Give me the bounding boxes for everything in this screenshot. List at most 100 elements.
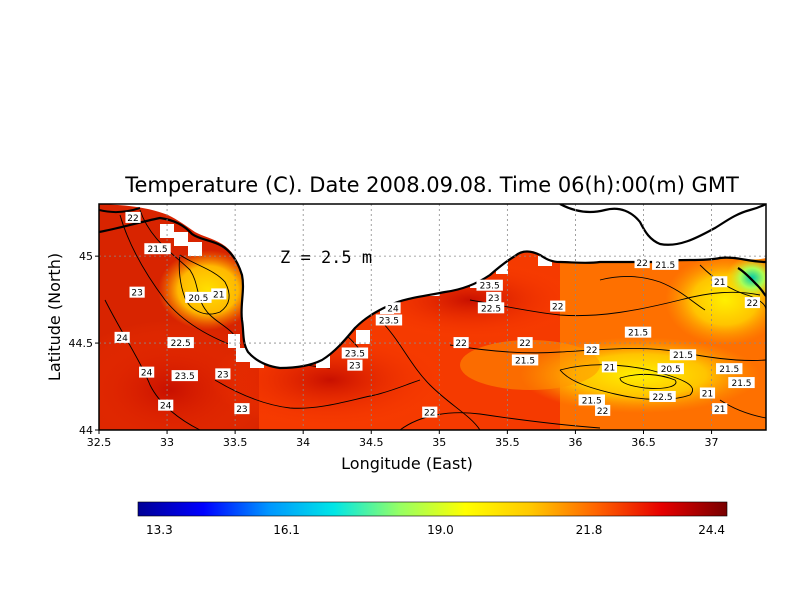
contour-label-text: 23 bbox=[349, 362, 360, 372]
contour-label-box bbox=[578, 394, 605, 406]
cool-patch-east bbox=[665, 255, 766, 345]
contour-label-text: 24 bbox=[141, 369, 153, 379]
contour-line bbox=[214, 379, 421, 409]
contour-label-box bbox=[712, 403, 728, 415]
contour-label: 22 bbox=[584, 344, 600, 356]
contour-label: 22 bbox=[744, 297, 760, 309]
contour-label: 21 bbox=[699, 387, 716, 399]
contour-label-text: 22 bbox=[636, 259, 647, 269]
contour-label-text: 22 bbox=[424, 409, 435, 419]
contour-label-text: 22.5 bbox=[653, 393, 673, 403]
land-cell bbox=[356, 330, 370, 344]
contour-label-text: 22 bbox=[597, 407, 608, 417]
contour-label-box bbox=[634, 257, 650, 269]
colorbar-tick-label: 13.3 bbox=[146, 523, 173, 537]
colorbar-tick-labels: 13.3 16.1 19.0 21.8 24.4 bbox=[146, 523, 725, 537]
x-tick-label: 37 bbox=[705, 436, 719, 449]
x-axis-ticks: 32.5 33 33.5 34 34.5 35 35.5 36 36.5 37 bbox=[87, 430, 719, 449]
y-axis-ticks: 44 44.5 45 bbox=[69, 250, 99, 437]
contour-label-text: 23 bbox=[131, 289, 142, 299]
contour-label-box bbox=[584, 344, 600, 356]
contour-label: 23 bbox=[129, 286, 145, 299]
x-tick-label: 35 bbox=[432, 436, 446, 449]
contour-label-box bbox=[624, 326, 652, 338]
colorbar-tick-label: 16.1 bbox=[273, 523, 300, 537]
contour-line bbox=[449, 344, 766, 361]
contour-line bbox=[379, 319, 481, 430]
contour-label: 23.5 bbox=[171, 370, 198, 382]
contour-label-box bbox=[649, 390, 676, 402]
grid-lines bbox=[99, 204, 766, 430]
contour-label-box bbox=[171, 370, 198, 382]
contour-label: 22 bbox=[517, 337, 533, 349]
contour-label-box bbox=[422, 406, 438, 418]
contour-label-box bbox=[129, 286, 145, 298]
contour-label-box bbox=[477, 302, 505, 314]
contour-label-box bbox=[728, 377, 755, 389]
contour-label-box bbox=[185, 291, 212, 303]
contour-line bbox=[719, 399, 766, 419]
contour-label-text: 23.5 bbox=[345, 350, 365, 360]
contour-label-box bbox=[716, 363, 743, 375]
contour-label-box bbox=[657, 363, 684, 375]
colorbar-tick-label: 21.8 bbox=[576, 523, 603, 537]
contour-label: 23.5 bbox=[341, 347, 369, 360]
contour-label: 20.5 bbox=[657, 363, 684, 375]
contour-label-box bbox=[669, 349, 697, 361]
contour-label: 23.5 bbox=[375, 314, 403, 326]
colorbar-tick-label: 19.0 bbox=[427, 523, 454, 537]
contour-label: 23 bbox=[347, 359, 363, 372]
contour-label: 21.5 bbox=[511, 354, 539, 366]
cool-patch-sevastopol bbox=[158, 250, 258, 330]
contour-label-text: 22 bbox=[455, 339, 466, 349]
contour-label-box bbox=[341, 347, 369, 359]
contour-label: 23 bbox=[486, 291, 502, 304]
contour-line bbox=[399, 412, 601, 430]
contour-label-text: 21 bbox=[702, 389, 713, 399]
contour-label-text: 22 bbox=[519, 339, 530, 349]
contour-label-text: 22 bbox=[586, 346, 597, 356]
contour-label: 21.5 bbox=[144, 243, 171, 255]
contour-label-text: 23 bbox=[236, 405, 247, 415]
contour-label-text: 21.5 bbox=[655, 261, 675, 271]
x-tick-label: 35.5 bbox=[495, 436, 520, 449]
colorbar-bar bbox=[137, 501, 728, 517]
contour-label-text: 21.5 bbox=[582, 396, 602, 406]
x-tick-label: 34 bbox=[296, 436, 310, 449]
contour-label-box bbox=[712, 276, 728, 288]
contour-label: 21.5 bbox=[624, 326, 652, 339]
colorbar-tick-label: 24.4 bbox=[698, 523, 725, 537]
contour-label-box bbox=[347, 359, 363, 371]
contour-label-box bbox=[211, 288, 227, 300]
contour-label: 22 bbox=[595, 404, 611, 417]
contour-label: 23.5 bbox=[476, 279, 503, 292]
land-cell bbox=[426, 286, 440, 296]
contour-label: 24 bbox=[114, 331, 130, 344]
contour-label-text: 21.5 bbox=[148, 245, 168, 255]
contour-label-box bbox=[699, 387, 716, 399]
contour-label-box bbox=[375, 314, 403, 326]
contour-line bbox=[619, 373, 677, 389]
contour-label-box bbox=[158, 399, 174, 411]
land-cell bbox=[188, 242, 202, 256]
contour-label: 23 bbox=[215, 368, 231, 380]
contour-label-box bbox=[595, 404, 611, 416]
contour-label: 21 bbox=[712, 276, 728, 288]
colorbar: 13.3 16.1 19.0 21.8 24.4 bbox=[137, 501, 728, 537]
y-tick-label: 44.5 bbox=[69, 337, 94, 350]
contour-label-text: 21 bbox=[714, 278, 725, 288]
coastline-kerch bbox=[737, 267, 766, 297]
contour-label: 22 bbox=[634, 257, 650, 269]
contour-label-text: 22.5 bbox=[171, 339, 191, 349]
contour-label-text: 23 bbox=[217, 370, 228, 380]
x-tick-label: 32.5 bbox=[87, 436, 112, 449]
coastline-north-west bbox=[99, 207, 141, 214]
contour-label: 24 bbox=[139, 366, 155, 379]
x-tick-label: 34.5 bbox=[359, 436, 384, 449]
contour-label-text: 21.5 bbox=[719, 365, 739, 375]
contour-label: 22 bbox=[422, 406, 438, 419]
coastline bbox=[99, 216, 766, 370]
land-cell bbox=[496, 262, 508, 274]
